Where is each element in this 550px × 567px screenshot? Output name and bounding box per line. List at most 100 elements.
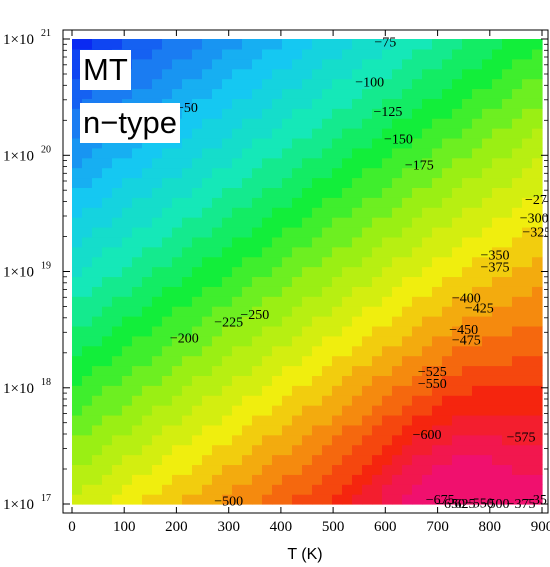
contour-cell	[292, 128, 303, 139]
contour-cell	[412, 48, 423, 60]
contour-cell	[242, 157, 253, 169]
contour-cell	[162, 217, 173, 228]
contour-cell	[232, 256, 243, 268]
contour-cell	[392, 316, 403, 327]
contour-cell	[512, 414, 523, 426]
contour-cell	[342, 167, 353, 179]
contour-cell	[132, 434, 143, 446]
contour-cell	[322, 464, 333, 475]
contour-cell	[242, 385, 253, 396]
contour-cell	[172, 217, 183, 228]
contour-cell	[472, 108, 483, 119]
contour-cell	[342, 246, 353, 258]
contour-cell	[242, 395, 253, 406]
contour-cell	[182, 236, 193, 248]
contour-cell	[142, 375, 153, 386]
contour-cell	[72, 286, 83, 297]
contour-cell	[412, 306, 423, 317]
contour-cell	[252, 88, 263, 99]
contour-cell	[332, 405, 343, 416]
contour-cell	[362, 325, 373, 337]
contour-cell	[92, 177, 103, 188]
contour-cell	[412, 118, 423, 129]
contour-cell	[382, 177, 393, 188]
contour-cell	[502, 68, 513, 80]
contour-cell	[312, 385, 323, 396]
contour-cell	[112, 345, 123, 357]
contour-cell	[342, 306, 353, 317]
contour-cell	[292, 474, 303, 485]
contour-cell	[412, 167, 423, 179]
contour-cell	[82, 137, 93, 149]
contour-cell	[502, 385, 513, 396]
contour-cell	[312, 226, 323, 238]
contour-cell	[122, 197, 133, 208]
contour-cell	[142, 365, 153, 376]
contour-cell	[112, 494, 123, 505]
contour-cell	[262, 296, 273, 307]
contour-cell	[82, 167, 93, 179]
contour-cell	[132, 226, 143, 238]
contour-cell	[252, 316, 263, 327]
contour-cell	[362, 464, 373, 475]
contour-cell	[522, 434, 533, 446]
contour-cell	[292, 424, 303, 436]
contour-cell	[362, 484, 373, 495]
contour-cell	[132, 246, 143, 258]
contour-cell	[362, 395, 373, 406]
contour-cell	[392, 395, 403, 406]
contour-cell	[532, 355, 543, 367]
contour-label: −375	[507, 497, 536, 512]
contour-cell	[242, 474, 253, 485]
contour-cell	[122, 276, 133, 287]
contour-cell	[112, 39, 123, 50]
contour-cell	[342, 78, 353, 90]
contour-cell	[502, 88, 513, 99]
contour-cell	[402, 395, 413, 406]
contour-cell	[442, 474, 453, 485]
contour-cell	[112, 187, 123, 198]
contour-cell	[532, 68, 543, 80]
contour-cell	[402, 108, 413, 119]
contour-cell	[312, 444, 323, 456]
contour-cell	[132, 157, 143, 169]
contour-cell	[472, 236, 483, 248]
contour-cell	[412, 207, 423, 218]
contour-cell	[192, 484, 203, 495]
contour-cell	[142, 306, 153, 317]
contour-cell	[362, 494, 373, 505]
contour-cell	[322, 494, 333, 505]
contour-cell	[442, 444, 453, 456]
contour-cell	[162, 266, 173, 278]
contour-cell	[512, 147, 523, 159]
contour-cell	[72, 236, 83, 248]
contour-cell	[382, 296, 393, 307]
contour-cell	[82, 316, 93, 327]
contour-cell	[372, 39, 383, 50]
contour-cell	[322, 345, 333, 357]
contour-cell	[372, 494, 383, 505]
contour-cell	[202, 207, 213, 218]
contour-cell	[312, 197, 323, 208]
contour-cell	[142, 207, 153, 218]
contour-cell	[252, 98, 263, 109]
contour-cell	[462, 39, 473, 50]
contour-cell	[272, 78, 283, 90]
contour-cell	[412, 177, 423, 188]
contour-cell	[522, 474, 533, 485]
contour-cell	[212, 187, 223, 198]
contour-cell	[212, 197, 223, 208]
contour-cell	[112, 484, 123, 495]
contour-cell	[122, 217, 133, 228]
contour-cell	[192, 345, 203, 357]
contour-cell	[82, 266, 93, 278]
contour-cell	[262, 405, 273, 416]
contour-cell	[92, 365, 103, 376]
contour-cell	[392, 226, 403, 238]
contour-cell	[382, 246, 393, 258]
contour-cell	[332, 494, 343, 505]
contour-cell	[132, 375, 143, 386]
contour-cell	[132, 405, 143, 416]
x-tick-label: 500	[322, 519, 345, 535]
contour-cell	[412, 68, 423, 80]
